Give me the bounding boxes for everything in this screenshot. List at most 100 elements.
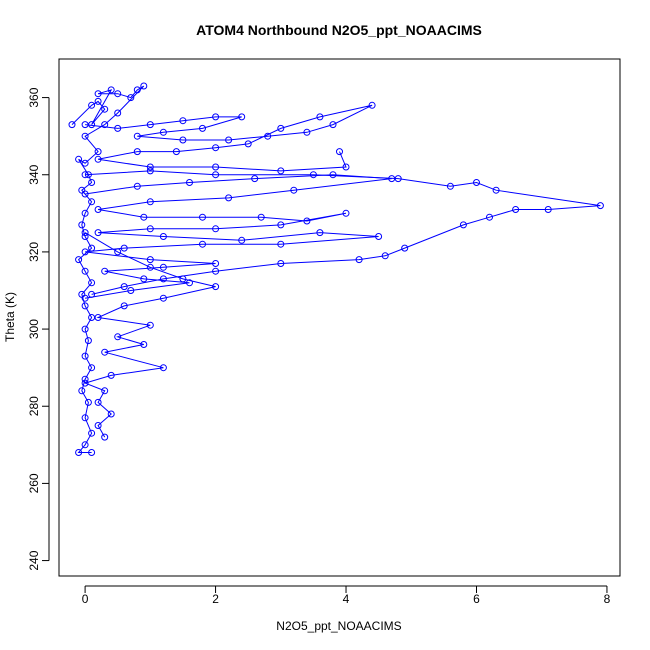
data-point (238, 113, 246, 121)
data-point (114, 248, 122, 256)
data-point (78, 221, 86, 229)
data-point (81, 159, 89, 167)
data-point (146, 163, 154, 171)
data-point (140, 213, 148, 221)
x-tick-label: 8 (604, 592, 611, 606)
data-point (101, 387, 109, 395)
data-point (94, 229, 102, 237)
data-point (212, 225, 220, 233)
data-point (159, 364, 167, 372)
data-point (114, 109, 122, 117)
data-point (316, 229, 324, 237)
data-point (140, 82, 148, 90)
data-point (114, 124, 122, 132)
data-point (101, 433, 109, 441)
data-point (81, 375, 89, 383)
y-tick-label: 280 (27, 396, 41, 416)
data-point (277, 260, 285, 267)
data-point (388, 175, 396, 183)
data-point (212, 267, 220, 275)
data-point (81, 325, 89, 333)
data-point (212, 171, 220, 179)
data-point (251, 175, 259, 183)
data-point (94, 97, 102, 105)
data-point (244, 140, 252, 148)
data-point (94, 148, 102, 156)
data-point (303, 128, 311, 136)
y-tick-label: 300 (27, 319, 41, 339)
data-point (88, 279, 96, 287)
data-point (78, 387, 86, 395)
data-point (84, 398, 92, 406)
data-point (342, 163, 350, 171)
plot-series (68, 82, 604, 456)
data-point (94, 398, 102, 406)
data-point (75, 155, 83, 163)
data-point (355, 256, 363, 264)
data-point (133, 132, 141, 140)
data-point (94, 206, 102, 213)
y-axis-label: Theta (K) (3, 292, 17, 342)
data-point (81, 190, 89, 198)
data-point (88, 101, 96, 109)
data-point (596, 202, 604, 210)
data-point (140, 275, 148, 283)
data-point (127, 94, 135, 102)
data-point (94, 422, 102, 429)
data-point (81, 248, 89, 256)
data-point (225, 194, 233, 202)
data-point (84, 337, 92, 345)
data-point (88, 364, 96, 372)
data-point (172, 148, 180, 156)
data-point (446, 182, 454, 190)
data-point (492, 186, 500, 194)
data-point (146, 225, 154, 233)
data-point (133, 148, 141, 156)
data-point (212, 144, 220, 152)
data-point (81, 302, 89, 310)
data-point (179, 117, 187, 125)
data-point (140, 341, 148, 348)
data-point (212, 260, 220, 267)
data-point (199, 240, 206, 248)
data-point (342, 209, 350, 217)
data-point (199, 213, 206, 221)
y-tick-label: 320 (27, 242, 41, 262)
data-point (544, 206, 552, 213)
data-point (88, 198, 96, 206)
data-point (88, 449, 96, 456)
data-point (277, 240, 285, 248)
data-point (88, 179, 96, 186)
data-point (75, 256, 83, 264)
y-tick-label: 260 (27, 473, 41, 493)
data-point (120, 302, 128, 310)
data-point (101, 348, 109, 356)
plot-frame (58, 58, 621, 577)
data-point (277, 221, 285, 229)
data-point (316, 113, 324, 121)
data-point (133, 182, 141, 190)
data-point (81, 352, 89, 360)
data-point (290, 186, 298, 194)
data-point (159, 275, 167, 283)
data-point (473, 179, 480, 186)
x-tick-label: 4 (343, 592, 350, 606)
data-point (114, 333, 122, 341)
data-point (120, 244, 128, 252)
series-line-1 (71, 85, 145, 453)
data-point (186, 279, 193, 287)
data-point (159, 294, 167, 302)
data-point (257, 213, 265, 221)
data-point (133, 86, 141, 94)
data-point (146, 256, 154, 264)
data-point (94, 90, 102, 98)
data-point (146, 167, 154, 175)
data-point (212, 113, 220, 121)
series-line-4 (83, 232, 216, 438)
data-point (101, 121, 109, 129)
data-point (101, 267, 109, 275)
data-point (127, 287, 135, 294)
data-point (199, 124, 206, 132)
data-point (81, 121, 89, 129)
data-point (179, 275, 187, 283)
